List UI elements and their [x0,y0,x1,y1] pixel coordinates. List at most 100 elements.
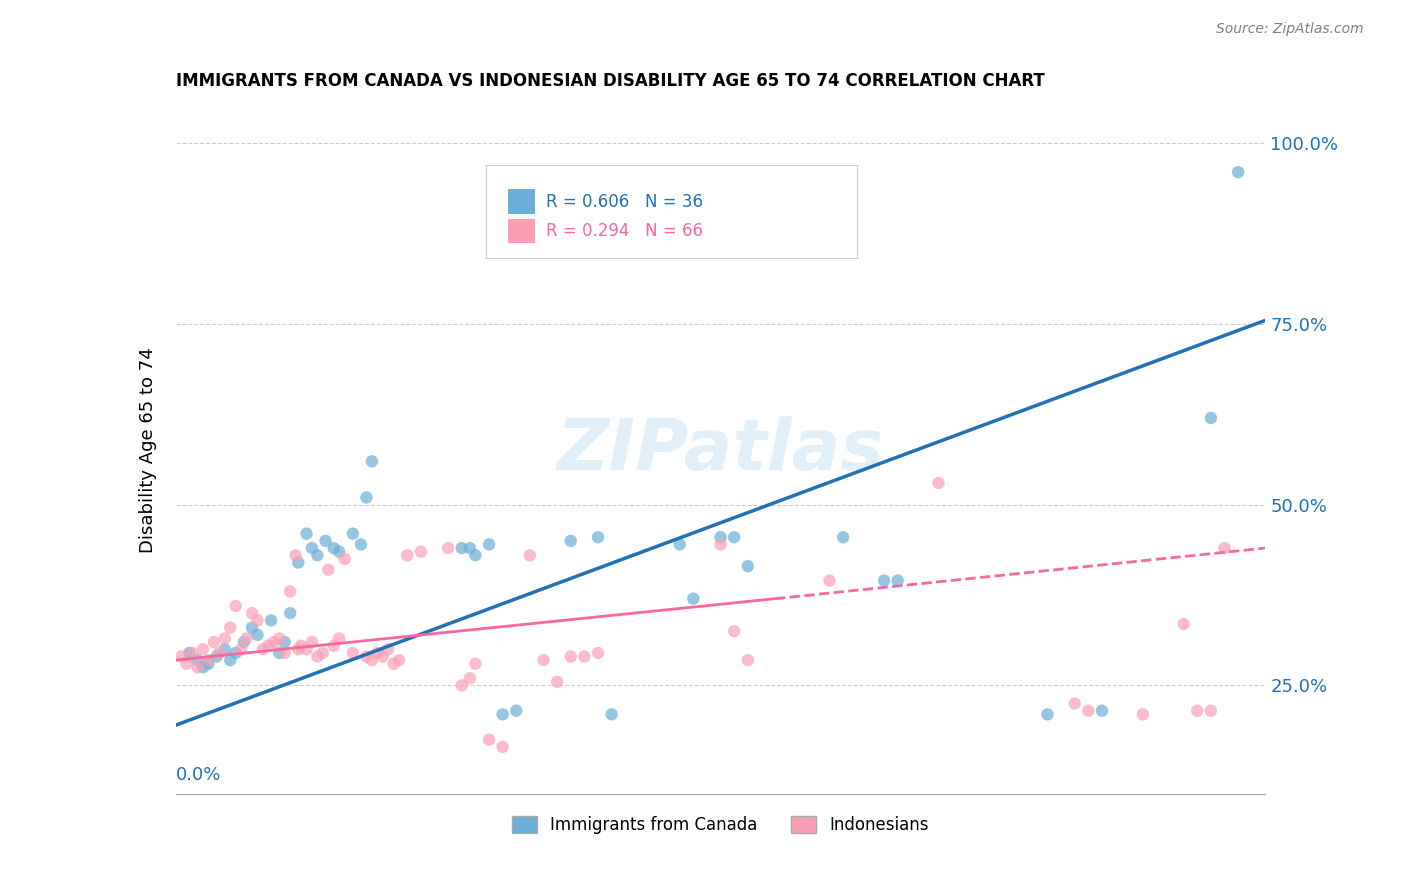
Point [328,544,350,558]
Text: ZIPatlas: ZIPatlas [557,416,884,485]
Point [225,646,247,660]
Point [356,491,378,505]
Point [197,657,219,671]
Point [312,646,335,660]
Point [928,475,950,490]
Point [1199,704,1222,718]
Point [886,574,908,588]
Point [710,530,733,544]
Point [366,646,388,660]
Point [409,544,432,558]
Point [533,653,555,667]
Point [274,635,297,649]
Point [505,704,527,718]
Point [1187,704,1209,718]
Point [464,549,486,563]
Point [1199,411,1222,425]
Point [260,613,283,627]
Point [232,635,254,649]
Point [492,739,515,754]
Point [350,537,373,551]
Point [560,649,582,664]
Point [360,653,382,667]
Point [263,635,285,649]
Point [191,660,214,674]
Point [478,732,501,747]
Point [307,549,329,563]
Point [186,660,209,674]
Point [205,649,228,664]
Point [181,646,204,660]
Point [682,591,704,606]
Point [235,632,257,646]
Point [737,559,759,574]
Point [219,653,242,667]
Point [1063,697,1085,711]
Point [478,537,501,551]
Point [301,541,323,555]
Point [274,646,297,660]
Point [214,632,236,646]
FancyBboxPatch shape [486,165,856,258]
Point [322,541,344,555]
Point [546,674,568,689]
Point [450,541,472,555]
Point [191,642,214,657]
Point [668,537,690,551]
Point [1132,707,1154,722]
Legend: Immigrants from Canada, Indonesians: Immigrants from Canada, Indonesians [506,809,935,840]
Point [492,707,515,722]
Point [307,649,329,664]
Point [269,632,291,646]
Point [710,537,733,551]
Point [278,606,301,620]
Point [450,678,472,692]
Point [333,552,356,566]
Point [240,606,263,620]
Point [202,635,225,649]
Point [723,624,745,639]
Point [284,549,307,563]
Point [287,642,309,657]
Point [295,526,318,541]
Point [328,632,350,646]
Point [219,621,242,635]
Point [396,549,419,563]
Point [737,653,759,667]
Point [240,621,263,635]
Point [179,646,201,660]
Point [1213,541,1236,555]
Point [1173,617,1195,632]
Point [322,639,344,653]
Point [464,657,486,671]
Point [278,584,301,599]
Text: IMMIGRANTS FROM CANADA VS INDONESIAN DISABILITY AGE 65 TO 74 CORRELATION CHART: IMMIGRANTS FROM CANADA VS INDONESIAN DIS… [176,72,1045,90]
Point [301,635,323,649]
Point [287,556,309,570]
Point [342,646,364,660]
Point [186,653,209,667]
Point [832,530,855,544]
Point [574,649,596,664]
Point [586,646,609,660]
Point [342,526,364,541]
Point [382,657,405,671]
Point [818,574,841,588]
Y-axis label: Disability Age 65 to 74: Disability Age 65 to 74 [139,348,157,553]
Point [252,642,274,657]
Point [458,671,481,685]
Point [315,533,337,548]
Point [246,628,269,642]
Point [388,653,411,667]
Point [1227,165,1250,179]
Point [225,599,247,613]
Point [170,649,193,664]
Point [560,533,582,548]
Point [356,649,378,664]
Point [723,530,745,544]
FancyBboxPatch shape [508,189,536,213]
Point [586,530,609,544]
Point [214,642,236,657]
Point [269,646,291,660]
Point [246,613,269,627]
